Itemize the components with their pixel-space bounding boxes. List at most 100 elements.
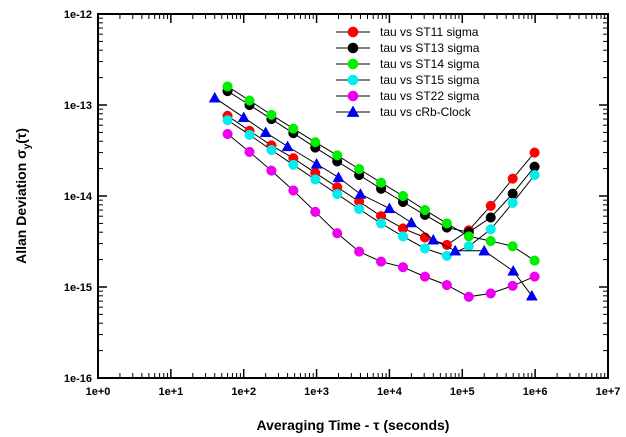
data-point: [530, 170, 540, 180]
series-line: [215, 98, 532, 296]
data-point: [486, 201, 496, 211]
data-point: [209, 92, 220, 102]
data-point: [406, 217, 417, 227]
data-point: [376, 178, 386, 188]
data-point: [332, 228, 342, 238]
x-tick-label: 1e+0: [86, 386, 111, 398]
data-point: [508, 281, 518, 291]
data-point: [479, 245, 490, 255]
legend-marker: [348, 43, 358, 53]
data-point: [464, 242, 474, 252]
data-point: [530, 256, 540, 266]
legend-label: tau vs ST13 sigma: [380, 41, 480, 55]
data-point: [245, 147, 255, 157]
data-point: [508, 198, 518, 208]
y-tick-label: 1e-12: [64, 9, 92, 21]
data-point: [464, 232, 474, 242]
data-point: [354, 247, 364, 257]
data-point: [354, 204, 364, 214]
data-point: [289, 124, 299, 134]
data-point: [442, 251, 452, 261]
data-point: [486, 289, 496, 299]
data-point: [486, 236, 496, 246]
legend-marker: [348, 75, 358, 85]
y-tick-label: 1e-15: [64, 282, 92, 294]
y-axis-title-tail: (τ): [13, 128, 29, 144]
data-point: [526, 290, 537, 300]
data-point: [223, 115, 233, 125]
data-point: [311, 158, 322, 168]
legend-marker: [348, 27, 358, 37]
data-point: [420, 244, 430, 254]
data-point: [442, 219, 452, 229]
x-tick-label: 1e+4: [377, 386, 403, 398]
data-point: [486, 225, 496, 235]
data-point: [267, 145, 277, 155]
data-point: [398, 191, 408, 201]
data-point: [508, 265, 519, 275]
data-point: [289, 160, 299, 170]
data-point: [508, 242, 518, 252]
data-point: [260, 127, 271, 137]
data-point: [238, 112, 249, 122]
y-tick-label: 1e-14: [64, 191, 93, 203]
data-point: [310, 137, 320, 147]
legend-marker: [348, 107, 359, 117]
data-point: [245, 130, 255, 140]
x-tick-label: 1e+6: [523, 386, 548, 398]
x-tick-labels: 1e+0 1e+1 1e+2 1e+3 1e+4 1e+5 1e+6 1e+7: [86, 386, 621, 398]
data-point: [442, 280, 452, 290]
data-point: [420, 205, 430, 215]
legend-label: tau vs cRb-Clock: [380, 105, 472, 119]
y-tick-label: 1e-16: [64, 373, 92, 385]
legend-entry: tau vs ST14 sigma: [336, 57, 480, 71]
x-tick-label: 1e+7: [596, 386, 621, 398]
data-point: [376, 257, 386, 267]
legend-marker: [348, 91, 358, 101]
data-point: [508, 174, 518, 184]
legend-label: tau vs ST11 sigma: [380, 25, 479, 39]
series-layer: [209, 82, 539, 302]
x-tick-label: 1e+1: [158, 386, 183, 398]
data-point: [310, 207, 320, 217]
data-point: [245, 96, 255, 106]
data-point: [384, 203, 395, 213]
y-axis-title-main: Allan Deviation σ: [13, 149, 29, 264]
legend: tau vs ST11 sigma tau vs ST13 sigma tau vs…: [336, 25, 480, 119]
x-tick-label: 1e+2: [231, 386, 256, 398]
data-point: [289, 186, 299, 196]
data-point: [282, 141, 293, 151]
data-point: [333, 172, 344, 182]
legend-marker: [348, 59, 358, 69]
legend-label: tau vs ST22 sigma: [380, 89, 480, 103]
data-point: [398, 262, 408, 272]
series-5: [209, 92, 537, 300]
legend-entry: tau vs ST22 sigma: [336, 89, 480, 103]
data-point: [310, 175, 320, 185]
data-point: [420, 233, 430, 243]
legend-entry: tau vs ST15 sigma: [336, 73, 480, 87]
data-point: [267, 166, 277, 176]
data-point: [355, 189, 366, 199]
x-axis-title: Averaging Time - τ (seconds): [257, 417, 450, 433]
legend-entry: tau vs ST11 sigma: [336, 25, 479, 39]
y-tick-labels: 1e-16 1e-15 1e-14 1e-13 1e-12: [64, 9, 93, 385]
data-point: [376, 219, 386, 229]
data-point: [464, 292, 474, 302]
data-point: [530, 272, 540, 282]
x-tick-label: 1e+5: [450, 386, 475, 398]
legend-entry: tau vs cRb-Clock: [336, 105, 472, 119]
x-tick-label: 1e+3: [304, 386, 329, 398]
data-point: [508, 189, 518, 199]
data-point: [354, 164, 364, 174]
legend-label: tau vs ST14 sigma: [380, 57, 480, 71]
data-point: [332, 189, 342, 199]
data-point: [530, 148, 540, 158]
y-axis-title: Allan Deviation σy(τ): [13, 128, 33, 264]
data-point: [332, 151, 342, 161]
data-point: [223, 129, 233, 139]
data-point: [486, 213, 496, 223]
data-point: [398, 232, 408, 242]
y-tick-label: 1e-13: [64, 100, 92, 112]
